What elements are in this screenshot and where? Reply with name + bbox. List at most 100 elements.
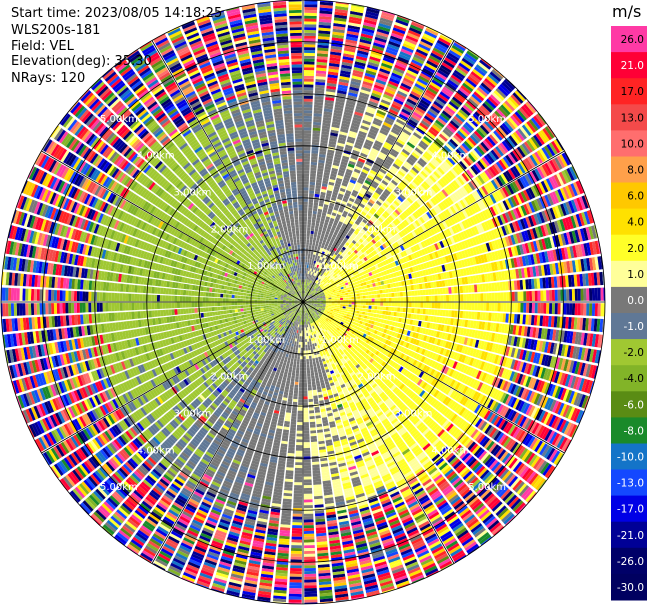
- velocity-gate: [318, 154, 326, 158]
- velocity-gate: [476, 311, 481, 320]
- velocity-gate: [346, 225, 351, 230]
- velocity-gate: [411, 151, 420, 160]
- velocity-gate: [409, 136, 419, 144]
- velocity-gate: [428, 302, 432, 309]
- velocity-gate: [366, 222, 372, 228]
- velocity-gate: [307, 227, 311, 231]
- velocity-gate: [324, 219, 330, 223]
- velocity-gate: [313, 237, 317, 241]
- velocity-gate: [426, 26, 439, 34]
- velocity-gate: [306, 265, 309, 268]
- velocity-gate: [356, 218, 362, 223]
- velocity-gate: [348, 133, 357, 139]
- velocity-gate: [529, 291, 533, 301]
- velocity-gate: [386, 302, 389, 307]
- velocity-gate: [317, 53, 328, 57]
- velocity-gate: [551, 303, 555, 315]
- velocity-gate: [368, 227, 374, 233]
- velocity-gate: [311, 274, 314, 278]
- velocity-gate: [362, 184, 369, 191]
- velocity-gate: [374, 202, 381, 209]
- velocity-gate: [436, 39, 450, 49]
- velocity-gate: [378, 22, 392, 30]
- velocity-gate: [345, 36, 358, 42]
- velocity-gate: [362, 198, 369, 204]
- velocity-gate: [342, 232, 347, 237]
- velocity-gate: [432, 76, 444, 86]
- velocity-gate: [395, 186, 403, 193]
- velocity-gate: [320, 303, 323, 304]
- velocity-gate: [546, 290, 550, 301]
- velocity-gate: [321, 131, 330, 135]
- velocity-gate: [480, 82, 492, 93]
- velocity-gate: [391, 148, 400, 156]
- velocity-gate: [362, 295, 366, 299]
- velocity-gate: [368, 58, 380, 65]
- velocity-gate: [358, 97, 368, 103]
- velocity-gate: [320, 191, 326, 196]
- velocity-gate: [352, 149, 360, 155]
- velocity-gate: [444, 126, 454, 136]
- velocity-gate: [343, 237, 349, 242]
- velocity-gate: [321, 212, 327, 217]
- velocity-gate: [309, 184, 315, 188]
- velocity-gate: [448, 294, 452, 302]
- velocity-gate: [339, 308, 343, 311]
- velocity-gate: [312, 136, 320, 140]
- velocity-gate: [448, 122, 458, 132]
- velocity-gate: [389, 131, 399, 138]
- velocity-gate: [405, 35, 419, 43]
- velocity-gate: [304, 284, 306, 288]
- velocity-gate: [369, 56, 381, 62]
- velocity-gate: [373, 309, 377, 314]
- velocity-gate: [442, 59, 455, 69]
- velocity-gate: [442, 86, 454, 96]
- velocity-gate: [342, 223, 348, 228]
- velocity-gate: [310, 265, 313, 269]
- velocity-gate: [345, 306, 349, 309]
- velocity-gate: [317, 44, 329, 49]
- velocity-gate: [386, 156, 395, 163]
- velocity-gate: [330, 215, 336, 219]
- velocity-gate: [311, 288, 314, 291]
- velocity-gate: [428, 146, 437, 155]
- velocity-gate: [362, 308, 366, 312]
- velocity-gate: [432, 47, 446, 56]
- velocity-gate: [420, 120, 431, 128]
- velocity-gate: [322, 275, 326, 279]
- velocity-gate: [400, 297, 404, 302]
- velocity-gate: [388, 195, 395, 202]
- velocity-gate: [381, 213, 388, 219]
- velocity-gate: [311, 147, 319, 151]
- velocity-gate: [383, 121, 392, 129]
- velocity-gate: [303, 155, 310, 159]
- velocity-gate: [319, 16, 332, 20]
- velocity-gate: [352, 72, 363, 78]
- velocity-gate: [394, 121, 404, 128]
- velocity-gate: [319, 200, 324, 204]
- velocity-gate: [537, 290, 541, 301]
- velocity-gate: [343, 313, 348, 316]
- velocity-gate: [437, 69, 449, 78]
- velocity-gate: [340, 215, 346, 221]
- velocity-gate: [376, 109, 386, 116]
- velocity-gate: [362, 81, 373, 87]
- velocity-gate: [327, 149, 335, 154]
- velocity-gate: [322, 261, 326, 265]
- velocity-gate: [395, 141, 404, 148]
- velocity-gate: [377, 198, 384, 204]
- velocity-gate: [304, 293, 306, 297]
- velocity-gate: [382, 289, 386, 294]
- velocity-gate: [358, 314, 362, 318]
- velocity-gate: [308, 292, 311, 296]
- velocity-gate: [375, 314, 380, 318]
- velocity-gate: [304, 38, 316, 42]
- velocity-gate: [352, 116, 362, 122]
- velocity-gate: [336, 213, 342, 219]
- velocity-gate: [352, 202, 359, 208]
- velocity-gate: [311, 281, 314, 285]
- velocity-gate: [467, 49, 480, 58]
- velocity-gate: [330, 45, 343, 51]
- velocity-gate: [378, 314, 383, 319]
- velocity-gate: [365, 292, 369, 296]
